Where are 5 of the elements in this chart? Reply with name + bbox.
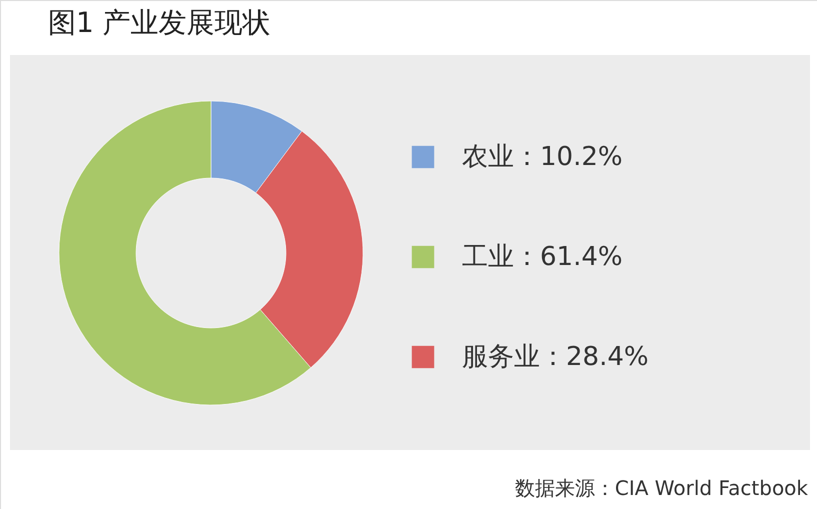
legend-label: 农业：10.2%	[462, 142, 623, 172]
legend-label: 工业：61.4%	[462, 242, 623, 272]
chart-title: 图1 产业发展现状	[48, 6, 271, 39]
legend-label: 服务业：28.4%	[462, 342, 649, 372]
source-note: 数据来源：CIA World Factbook	[514, 476, 808, 500]
